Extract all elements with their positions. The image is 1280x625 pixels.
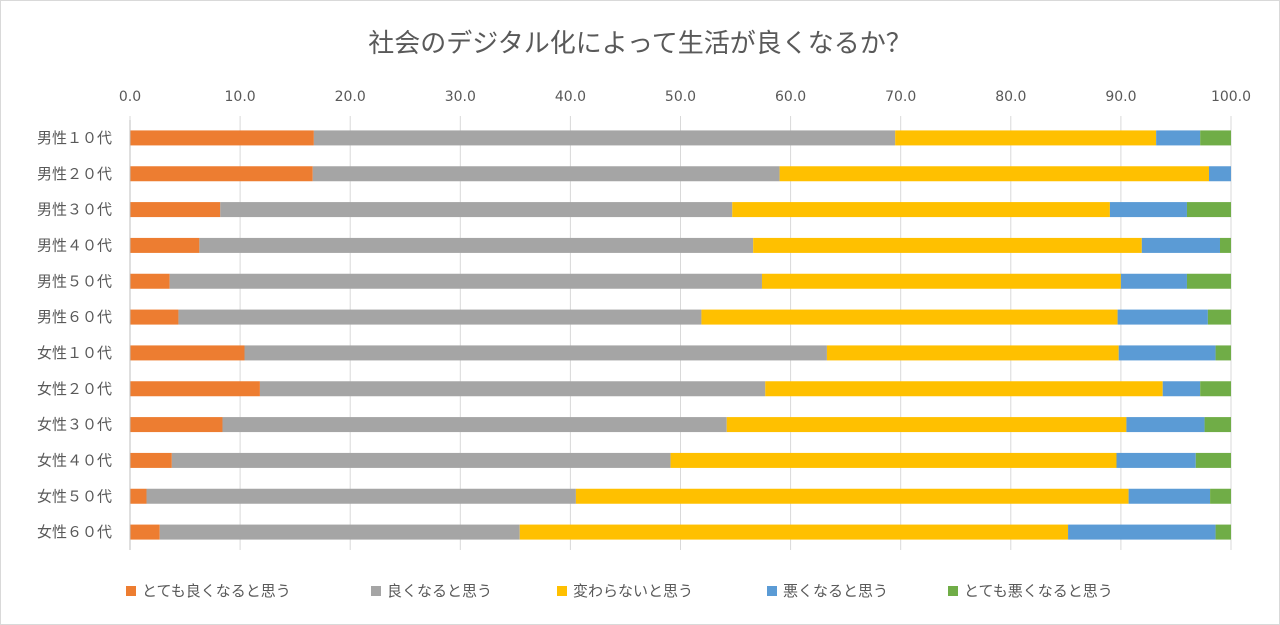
- category-label: 女性４０代: [37, 451, 112, 469]
- bar-segment: [312, 166, 780, 182]
- bar-segment: [726, 417, 1127, 433]
- bar-segment: [895, 130, 1157, 146]
- bar-segment: [1215, 524, 1231, 540]
- bar-segment: [1204, 417, 1231, 433]
- bar-segment: [220, 202, 733, 218]
- category-label: 女性５０代: [37, 487, 112, 505]
- legend-swatch: [126, 586, 136, 596]
- category-label: 男性２０代: [37, 165, 112, 183]
- bar-segment: [1210, 488, 1231, 504]
- legend-swatch: [767, 586, 777, 596]
- legend-label: 変わらないと思う: [573, 582, 693, 600]
- category-label: 女性３０代: [37, 416, 112, 434]
- x-tick-label: 20.0: [335, 89, 366, 105]
- bars: [130, 130, 1231, 540]
- bar-segment: [1109, 202, 1187, 218]
- bar-segment: [1126, 417, 1205, 433]
- legend: とても良くなると思う 良くなると思う 変わらないと思う 悪くなると思う とても悪くなると…: [126, 582, 1113, 600]
- x-tick-label: 70.0: [885, 89, 916, 105]
- x-axis-tick-labels: 0.0 10.0 20.0 30.0 40.0 50.0 60.0 70.0 80.0 90.0 1…: [119, 89, 1251, 105]
- bar-segment: [130, 202, 221, 218]
- bar-segment: [178, 309, 702, 325]
- legend-label: 良くなると思う: [387, 582, 492, 600]
- x-tick-label: 10.0: [225, 89, 256, 105]
- category-label: 女性１０代: [37, 344, 112, 362]
- bar-segment: [130, 381, 260, 397]
- bar-segment: [1141, 237, 1220, 253]
- category-label: 男性１０代: [37, 129, 112, 147]
- bar-segment: [1207, 309, 1231, 325]
- bar-segment: [1068, 524, 1216, 540]
- bar-segment: [171, 452, 671, 468]
- bar-segment: [1186, 273, 1231, 289]
- legend-swatch: [371, 586, 381, 596]
- legend-swatch: [948, 586, 958, 596]
- bar-segment: [313, 130, 896, 146]
- bar-segment: [1120, 273, 1187, 289]
- chart-title: 社会のデジタル化によって生活が良くなるか？: [368, 29, 911, 59]
- legend-label: 悪くなると思う: [783, 582, 888, 600]
- category-label: 男性３０代: [37, 201, 112, 219]
- bar-segment: [1186, 202, 1231, 218]
- bar-segment: [130, 273, 170, 289]
- bar-segment: [575, 488, 1129, 504]
- bar-segment: [130, 452, 172, 468]
- bar-segment: [130, 345, 245, 361]
- bar-segment: [130, 309, 179, 325]
- bar-segment: [1117, 309, 1208, 325]
- bar-segment: [826, 345, 1119, 361]
- bar-segment: [1116, 452, 1196, 468]
- bar-segment: [779, 166, 1209, 182]
- bar-segment: [130, 417, 223, 433]
- legend-label: とても悪くなると思う: [964, 582, 1113, 600]
- bar-segment: [1208, 166, 1231, 182]
- legend-label: とても良くなると思う: [142, 582, 291, 600]
- bar-segment: [130, 488, 147, 504]
- bar-segment: [519, 524, 1069, 540]
- category-label: 女性６０代: [37, 523, 112, 541]
- category-label: 女性２０代: [37, 380, 112, 398]
- category-label: 男性５０代: [37, 272, 112, 290]
- bar-segment: [130, 524, 160, 540]
- bar-segment: [732, 202, 1110, 218]
- bar-segment: [169, 273, 762, 289]
- bar-segment: [244, 345, 827, 361]
- bar-segment: [1162, 381, 1201, 397]
- x-tick-label: 0.0: [119, 89, 141, 105]
- bar-segment: [159, 524, 520, 540]
- x-tick-label: 100.0: [1211, 89, 1251, 105]
- category-label: 男性６０代: [37, 308, 112, 326]
- bar-segment: [765, 381, 1163, 397]
- bar-segment: [1128, 488, 1211, 504]
- bar-segment: [146, 488, 576, 504]
- bar-segment: [130, 237, 200, 253]
- bar-segment: [130, 166, 313, 182]
- category-label: 男性４０代: [37, 236, 112, 254]
- bar-segment: [1156, 130, 1201, 146]
- bar-segment: [222, 417, 727, 433]
- bar-segment: [130, 130, 314, 146]
- bar-segment: [1219, 237, 1231, 253]
- bar-segment: [670, 452, 1117, 468]
- bar-segment: [1118, 345, 1216, 361]
- bar-segment: [1215, 345, 1231, 361]
- bar-segment: [1200, 381, 1231, 397]
- bar-segment: [1200, 130, 1231, 146]
- category-labels: 男性１０代男性２０代男性３０代男性４０代男性５０代男性６０代女性１０代女性２０代…: [37, 129, 112, 541]
- bar-segment: [753, 237, 1142, 253]
- legend-swatch: [557, 586, 567, 596]
- bar-segment: [259, 381, 766, 397]
- bar-segment: [199, 237, 754, 253]
- x-tick-label: 40.0: [555, 89, 586, 105]
- x-tick-label: 60.0: [775, 89, 806, 105]
- x-tick-label: 30.0: [445, 89, 476, 105]
- x-tick-label: 50.0: [665, 89, 696, 105]
- x-tick-label: 80.0: [995, 89, 1026, 105]
- x-tick-label: 90.0: [1105, 89, 1136, 105]
- bar-segment: [761, 273, 1121, 289]
- bar-segment: [1195, 452, 1231, 468]
- bar-segment: [701, 309, 1118, 325]
